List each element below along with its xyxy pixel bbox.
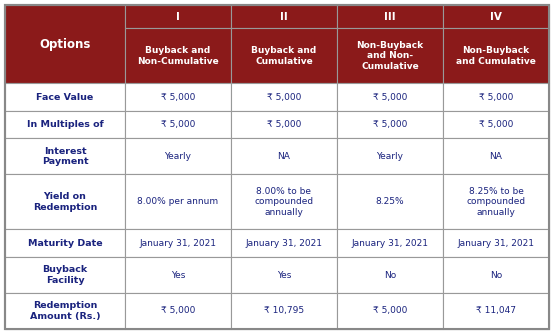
Text: ₹ 5,000: ₹ 5,000 — [161, 307, 195, 316]
Bar — [443, 84, 549, 111]
Text: ₹ 5,000: ₹ 5,000 — [161, 93, 195, 102]
Bar — [5, 229, 125, 257]
Text: ₹ 11,047: ₹ 11,047 — [476, 307, 516, 316]
Text: I: I — [176, 12, 180, 22]
Text: ₹ 5,000: ₹ 5,000 — [479, 93, 513, 102]
Text: ₹ 5,000: ₹ 5,000 — [267, 120, 301, 129]
Bar — [5, 5, 125, 84]
Text: Buyback and
Non-Cumulative: Buyback and Non-Cumulative — [137, 46, 219, 66]
Text: Interest
Payment: Interest Payment — [42, 147, 88, 166]
Text: Non-Buyback
and Non-
Cumulative: Non-Buyback and Non- Cumulative — [356, 40, 424, 71]
Text: Yes: Yes — [277, 271, 291, 280]
Bar — [231, 84, 337, 111]
Text: ₹ 5,000: ₹ 5,000 — [373, 307, 407, 316]
Bar — [337, 138, 443, 174]
Bar — [337, 174, 443, 229]
Bar — [337, 28, 443, 84]
Text: Buyback
Facility: Buyback Facility — [42, 265, 88, 285]
Bar — [443, 229, 549, 257]
Text: No: No — [384, 271, 396, 280]
Bar — [337, 111, 443, 138]
Text: Yes: Yes — [171, 271, 185, 280]
Text: Options: Options — [39, 38, 91, 51]
Bar — [337, 293, 443, 329]
Bar — [125, 5, 231, 28]
Text: Yield on
Redemption: Yield on Redemption — [33, 192, 97, 212]
Text: II: II — [280, 12, 288, 22]
Bar — [443, 111, 549, 138]
Bar — [5, 293, 125, 329]
Text: Redemption
Amount (Rs.): Redemption Amount (Rs.) — [30, 301, 100, 321]
Bar — [337, 257, 443, 293]
Text: NA: NA — [490, 152, 502, 161]
Text: IV: IV — [490, 12, 502, 22]
Text: January 31, 2021: January 31, 2021 — [245, 239, 322, 248]
Bar — [125, 257, 231, 293]
Bar — [231, 174, 337, 229]
Bar — [125, 28, 231, 84]
Bar — [337, 229, 443, 257]
Bar — [125, 84, 231, 111]
Bar — [125, 174, 231, 229]
Bar — [5, 84, 125, 111]
Text: III: III — [384, 12, 396, 22]
Text: Yearly: Yearly — [165, 152, 192, 161]
Text: Non-Buyback
and Cumulative: Non-Buyback and Cumulative — [456, 46, 536, 66]
Text: In Multiples of: In Multiples of — [27, 120, 104, 129]
Bar — [443, 138, 549, 174]
Bar — [231, 5, 337, 28]
Text: ₹ 5,000: ₹ 5,000 — [373, 120, 407, 129]
Bar — [231, 257, 337, 293]
Text: ₹ 5,000: ₹ 5,000 — [161, 120, 195, 129]
Text: January 31, 2021: January 31, 2021 — [140, 239, 217, 248]
Bar — [231, 229, 337, 257]
Text: January 31, 2021: January 31, 2021 — [458, 239, 535, 248]
Text: 8.25% to be
compounded
annually: 8.25% to be compounded annually — [466, 187, 526, 217]
Text: ₹ 5,000: ₹ 5,000 — [373, 93, 407, 102]
Bar — [125, 111, 231, 138]
Text: 8.00% to be
compounded
annually: 8.00% to be compounded annually — [254, 187, 314, 217]
Bar — [5, 174, 125, 229]
Bar — [125, 229, 231, 257]
Bar — [5, 111, 125, 138]
Bar — [443, 5, 549, 28]
Bar — [443, 257, 549, 293]
Text: Yearly: Yearly — [377, 152, 403, 161]
Text: Face Value: Face Value — [37, 93, 94, 102]
Text: ₹ 10,795: ₹ 10,795 — [264, 307, 304, 316]
Bar — [337, 84, 443, 111]
Bar — [125, 293, 231, 329]
Bar — [231, 293, 337, 329]
Bar — [443, 174, 549, 229]
Text: NA: NA — [278, 152, 290, 161]
Text: Buyback and
Cumulative: Buyback and Cumulative — [252, 46, 317, 66]
Text: 8.00% per annum: 8.00% per annum — [137, 197, 219, 206]
Bar — [5, 138, 125, 174]
Bar — [5, 257, 125, 293]
Text: Maturity Date: Maturity Date — [28, 239, 102, 248]
Text: ₹ 5,000: ₹ 5,000 — [267, 93, 301, 102]
Text: 8.25%: 8.25% — [376, 197, 404, 206]
Bar — [337, 5, 443, 28]
Bar — [443, 28, 549, 84]
Text: No: No — [490, 271, 502, 280]
Bar — [231, 28, 337, 84]
Text: January 31, 2021: January 31, 2021 — [351, 239, 428, 248]
Bar — [125, 138, 231, 174]
Text: ₹ 5,000: ₹ 5,000 — [479, 120, 513, 129]
Bar — [443, 293, 549, 329]
Bar — [231, 111, 337, 138]
Bar — [231, 138, 337, 174]
